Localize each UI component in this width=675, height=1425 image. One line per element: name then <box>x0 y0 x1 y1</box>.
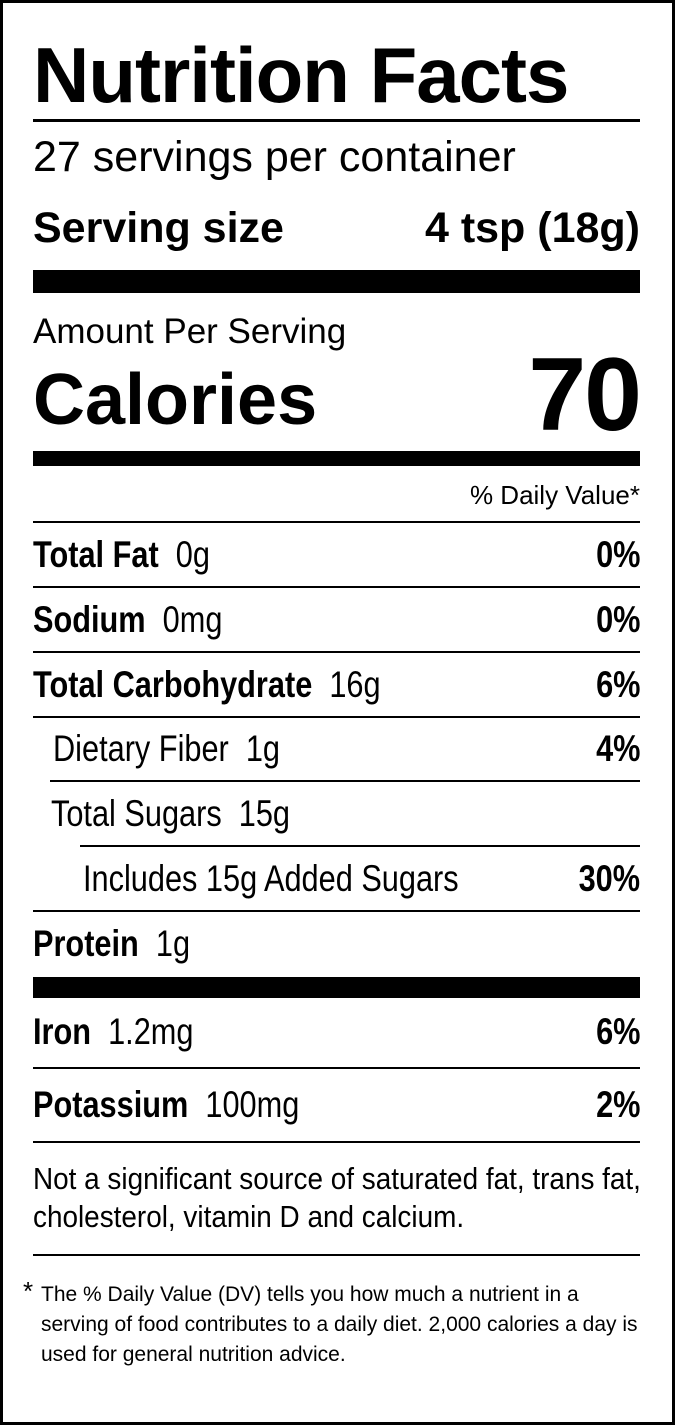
nutrient-row-total-fat: Total Fat 0g 0% <box>33 523 640 586</box>
nutrient-dv: 2% <box>595 1084 640 1125</box>
nutrient-row-protein: Protein 1g <box>33 912 640 975</box>
nutrient-row-total-sugars: Total Sugars 15g <box>33 782 640 845</box>
amount-per-serving: Amount Per Serving <box>33 312 347 351</box>
footnote: * The % Daily Value (DV) tells you how m… <box>23 1276 640 1370</box>
servings-per-container: 27 servings per container <box>33 133 516 181</box>
nutrient-row-total-carbohydrate: Total Carbohydrate 16g 6% <box>33 653 640 716</box>
nutrient-amount: 100mg <box>205 1084 300 1125</box>
footnote-star: * <box>23 1276 34 1306</box>
nutrient-dv: 0% <box>595 598 640 640</box>
calories-label: Calories <box>33 360 318 440</box>
thick-divider <box>33 451 640 466</box>
nutrient-amount: 1g <box>155 922 191 964</box>
divider <box>50 780 640 782</box>
thick-divider <box>33 270 640 293</box>
nutrient-amount: 1.2mg <box>108 1011 194 1052</box>
nutrient-name: Total Sugars <box>51 792 222 834</box>
nutrient-dv: 6% <box>595 663 640 705</box>
nutrient-name: Potassium <box>33 1084 189 1125</box>
label-title: Nutrition Facts <box>33 31 569 119</box>
nutrient-amount: 0mg <box>162 598 223 640</box>
divider <box>33 1254 640 1256</box>
divider <box>80 845 640 847</box>
nutrient-amount: 16g <box>329 663 381 705</box>
nutrient-name: Sodium <box>33 598 146 640</box>
nutrient-amount: 1g <box>245 728 281 769</box>
not-significant-note: Not a significant source of saturated fa… <box>33 1161 641 1234</box>
nutrient-name: Dietary Fiber <box>53 728 229 769</box>
divider <box>33 1141 640 1143</box>
divider <box>33 586 640 588</box>
nutrient-name: Total Fat <box>33 533 159 575</box>
serving-size-label: Serving size <box>33 204 284 252</box>
nutrient-name: Iron <box>33 1011 92 1052</box>
nutrient-dv: 0% <box>595 533 640 575</box>
nutrient-name: Protein <box>33 922 139 964</box>
nutrient-row-potassium: Potassium 100mg 2% <box>33 1069 640 1141</box>
daily-value-header: % Daily Value* <box>469 480 640 510</box>
thick-divider <box>33 977 640 998</box>
divider <box>33 119 640 122</box>
divider <box>33 910 640 912</box>
nutrient-row-added-sugars: Includes 15g Added Sugars 30% <box>33 847 640 910</box>
nutrient-row-sodium: Sodium 0mg 0% <box>33 588 640 651</box>
divider <box>33 521 640 523</box>
nutrient-dv: 4% <box>595 728 640 769</box>
nutrient-dv: 30% <box>578 857 640 899</box>
serving-size: Serving size 4 tsp (18g) <box>33 198 640 258</box>
divider <box>33 1067 640 1069</box>
nutrient-name: Includes 15g Added Sugars <box>83 857 459 899</box>
nutrient-row-iron: Iron 1.2mg 6% <box>33 998 640 1066</box>
calories: Calories 70 <box>33 337 642 453</box>
divider <box>33 651 640 653</box>
nutrient-row-dietary-fiber: Dietary Fiber 1g 4% <box>33 718 640 780</box>
nutrient-name: Total Carbohydrate <box>33 663 313 705</box>
nutrient-dv: 6% <box>595 1011 640 1052</box>
serving-size-value: 4 tsp (18g) <box>424 204 640 252</box>
nutrient-amount: 15g <box>238 792 291 834</box>
footnote-text: The % Daily Value (DV) tells you how muc… <box>41 1283 638 1366</box>
divider <box>33 716 640 718</box>
calories-value: 70 <box>528 337 642 453</box>
nutrient-amount: 0g <box>175 533 210 575</box>
